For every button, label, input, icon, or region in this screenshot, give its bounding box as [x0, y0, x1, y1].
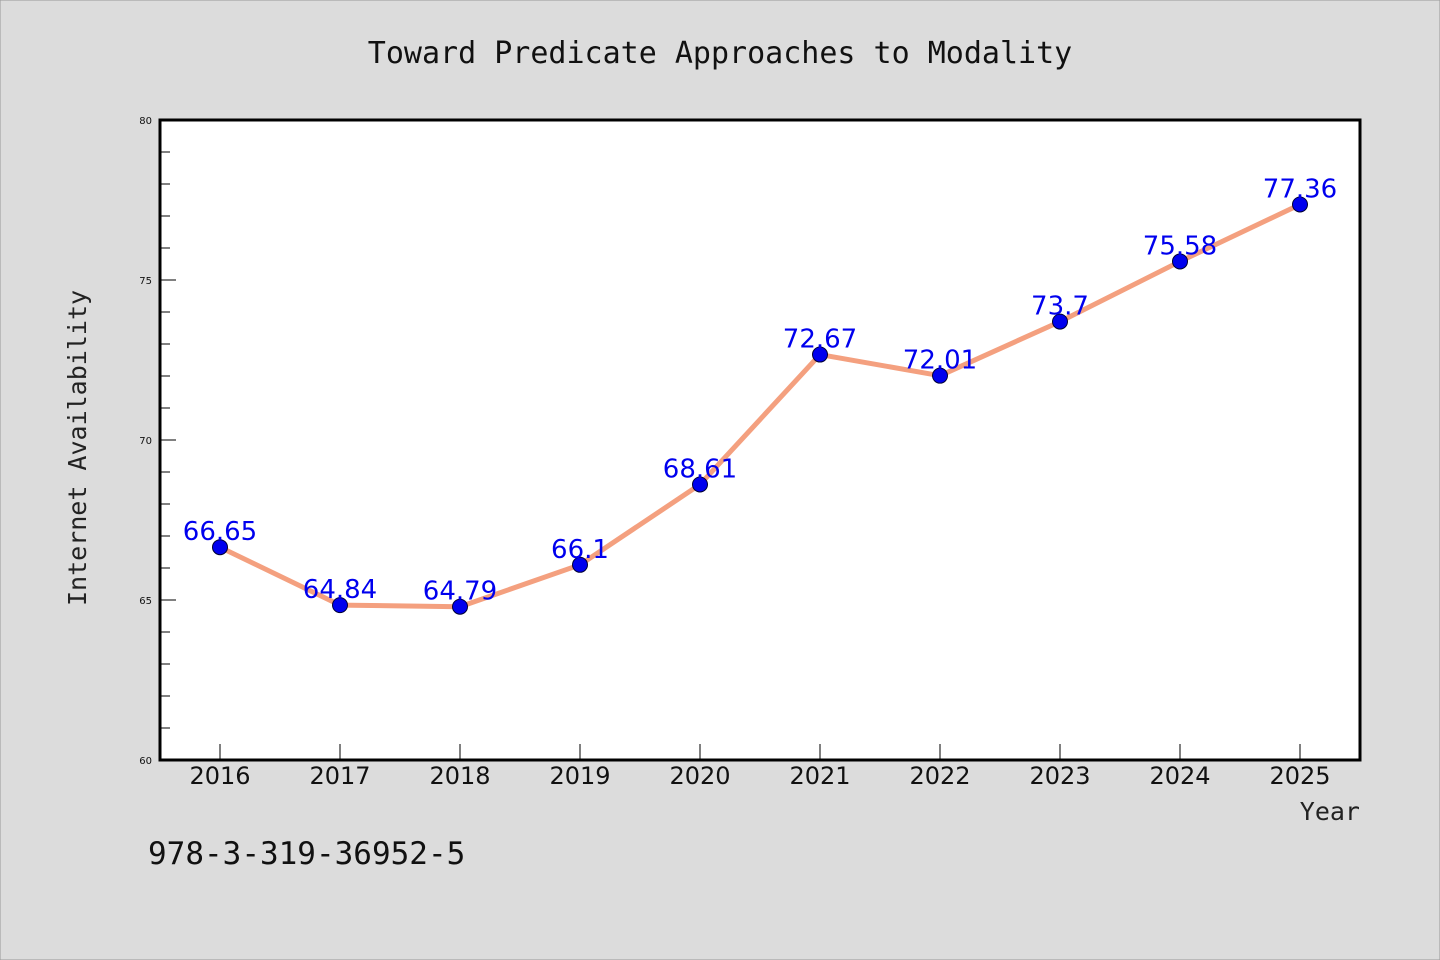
- x-axis-ticks: 2016 2017 2018 2019 2020 2021 2022 2023 2024 2025: [189, 744, 1331, 790]
- plot-area: [160, 120, 1360, 760]
- data-point: [212, 539, 228, 556]
- y-tick-label: 70: [139, 436, 152, 447]
- data-points: [212, 196, 1308, 615]
- data-label: 64.84: [303, 575, 377, 605]
- data-point: [932, 367, 948, 384]
- data-point: [332, 597, 348, 614]
- data-label: 75.58: [1143, 231, 1217, 261]
- x-tick-label: 2025: [1269, 762, 1330, 790]
- y-axis-title: Internet Availability: [63, 290, 92, 606]
- data-point: [1052, 313, 1068, 330]
- data-point: [1292, 196, 1308, 213]
- data-point: [812, 346, 828, 363]
- x-tick-label: 2021: [789, 762, 850, 790]
- y-minor-ticks: [160, 151, 170, 729]
- y-tick-label: 60: [139, 756, 152, 767]
- y-tick-label: 65: [139, 596, 152, 607]
- x-tick-label: 2023: [1029, 762, 1090, 790]
- x-axis-title: Year: [1300, 797, 1360, 826]
- data-point: [692, 476, 708, 493]
- x-tick-label: 2019: [549, 762, 610, 790]
- data-label: 64.79: [423, 577, 497, 607]
- data-point: [572, 556, 588, 573]
- data-label: 77.36: [1263, 174, 1337, 204]
- data-label: 68.61: [663, 454, 737, 484]
- x-tick-label: 2020: [669, 762, 730, 790]
- x-tick-label: 2022: [909, 762, 970, 790]
- data-point: [1172, 253, 1188, 270]
- y-tick-label: 80: [139, 116, 152, 127]
- data-label: 66.1: [551, 535, 609, 565]
- data-point: [452, 598, 468, 615]
- chart-title: Toward Predicate Approaches to Modality: [368, 36, 1072, 71]
- data-label: 72.67: [783, 325, 857, 355]
- data-labels: 66.65 64.84 64.79 66.1 68.61 72.67 72.01 73.7 75…: [183, 174, 1337, 606]
- x-tick-label: 2017: [309, 762, 370, 790]
- data-label: 72.01: [903, 346, 977, 376]
- series-line: [217, 201, 1303, 610]
- x-tick-label: 2016: [189, 762, 250, 790]
- data-label: 66.65: [183, 517, 257, 547]
- plot-frame: [158, 118, 1362, 762]
- footer-isbn: 978-3-319-36952-5: [148, 836, 465, 872]
- y-tick-label: 75: [139, 276, 152, 287]
- data-label: 73.7: [1031, 292, 1089, 322]
- x-tick-label: 2018: [429, 762, 490, 790]
- x-tick-label: 2024: [1149, 762, 1210, 790]
